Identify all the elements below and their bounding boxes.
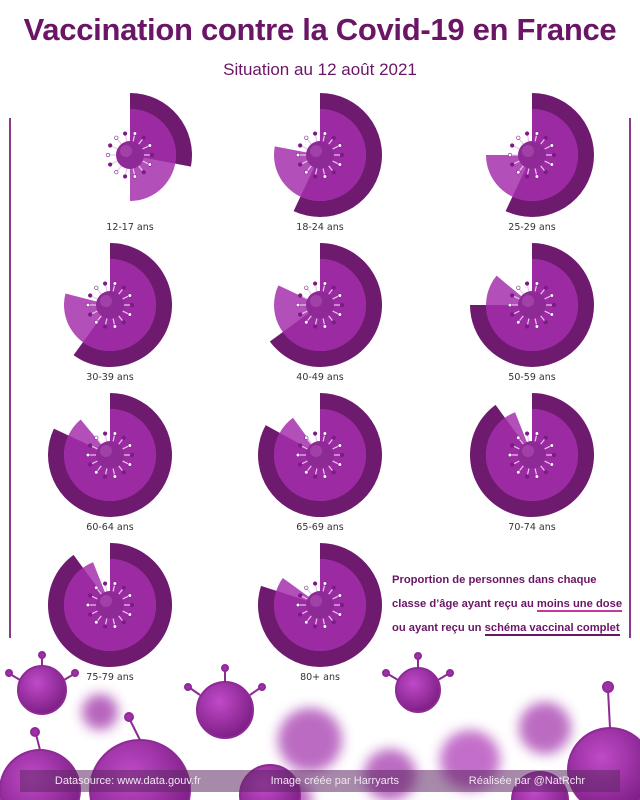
age-group-chart: 30-39 ans (40, 238, 180, 388)
age-group-label: 65-69 ans (296, 522, 344, 533)
footer-bar: Datasource: www.data.gouv.fr Image créée… (20, 770, 620, 792)
radial-pie (258, 393, 383, 517)
age-group-label: 12-17 ans (106, 222, 154, 233)
radial-pie (257, 543, 382, 667)
age-group-chart: 60-64 ans (40, 388, 180, 538)
legend-line-1: Proportion de personnes dans chaque (392, 574, 597, 586)
radial-pie (269, 243, 383, 367)
radial-pie (105, 93, 192, 201)
age-group-chart: 75-79 ans (40, 538, 180, 688)
legend-complete-highlight: schéma vaccinal complet (484, 622, 620, 636)
age-group-chart: 12-17 ans (60, 88, 200, 238)
right-frame-line (629, 118, 631, 638)
virus-icon (85, 281, 135, 329)
age-group-chart: 70-74 ans (462, 388, 602, 538)
age-group-chart: 40-49 ans (250, 238, 390, 388)
legend-line-2: classe d’âge ayant reçu au moins une dos… (392, 598, 623, 612)
age-group-chart: 65-69 ans (250, 388, 390, 538)
age-group-label: 30-39 ans (86, 372, 134, 383)
virus-icon (507, 281, 557, 329)
virus-icon (295, 131, 345, 179)
age-group-label: 70-74 ans (508, 522, 556, 533)
virus-icon (507, 431, 557, 479)
age-group-chart: 80+ ans (250, 538, 390, 688)
age-group-label: 75-79 ans (86, 672, 134, 683)
age-group-chart: 25-29 ans (462, 88, 602, 238)
age-group-chart: 50-59 ans (462, 238, 602, 388)
radial-pie (470, 393, 595, 517)
radial-pie (47, 393, 172, 517)
age-group-label: 25-29 ans (508, 222, 556, 233)
radial-pie (48, 543, 173, 667)
radial-pie (486, 93, 594, 217)
page-subtitle: Situation au 12 août 2021 (223, 60, 417, 79)
age-group-label: 50-59 ans (508, 372, 556, 383)
age-group-label: 60-64 ans (86, 522, 134, 533)
page-title: Vaccination contre la Covid-19 en France (23, 12, 617, 47)
left-frame-line (9, 118, 11, 638)
age-group-chart: 18-24 ans (250, 88, 390, 238)
radial-pie (64, 243, 173, 367)
age-group-label: 40-49 ans (296, 372, 344, 383)
footer-image-credit: Image créée par Harryarts (270, 775, 399, 787)
radial-pie (273, 93, 382, 217)
legend-line-3: ou ayant reçu un schéma vaccinal complet (392, 622, 620, 636)
footer-author: Réalisée par @NatRchr (468, 775, 586, 787)
legend: Proportion de personnes dans chaque clas… (392, 568, 632, 640)
virus-icon (85, 581, 135, 629)
footer-datasource: Datasource: www.data.gouv.fr (54, 775, 201, 787)
age-group-label: 18-24 ans (296, 222, 344, 233)
legend-one-dose-highlight: moins une dose (536, 598, 623, 612)
virus-icon (295, 581, 345, 629)
virus-icon (105, 131, 155, 179)
virus-icon (295, 281, 345, 329)
radial-pie (470, 243, 594, 367)
age-group-label: 80+ ans (300, 672, 340, 683)
virus-icon (85, 431, 135, 479)
virus-icon (295, 431, 345, 479)
virus-icon (507, 131, 557, 179)
